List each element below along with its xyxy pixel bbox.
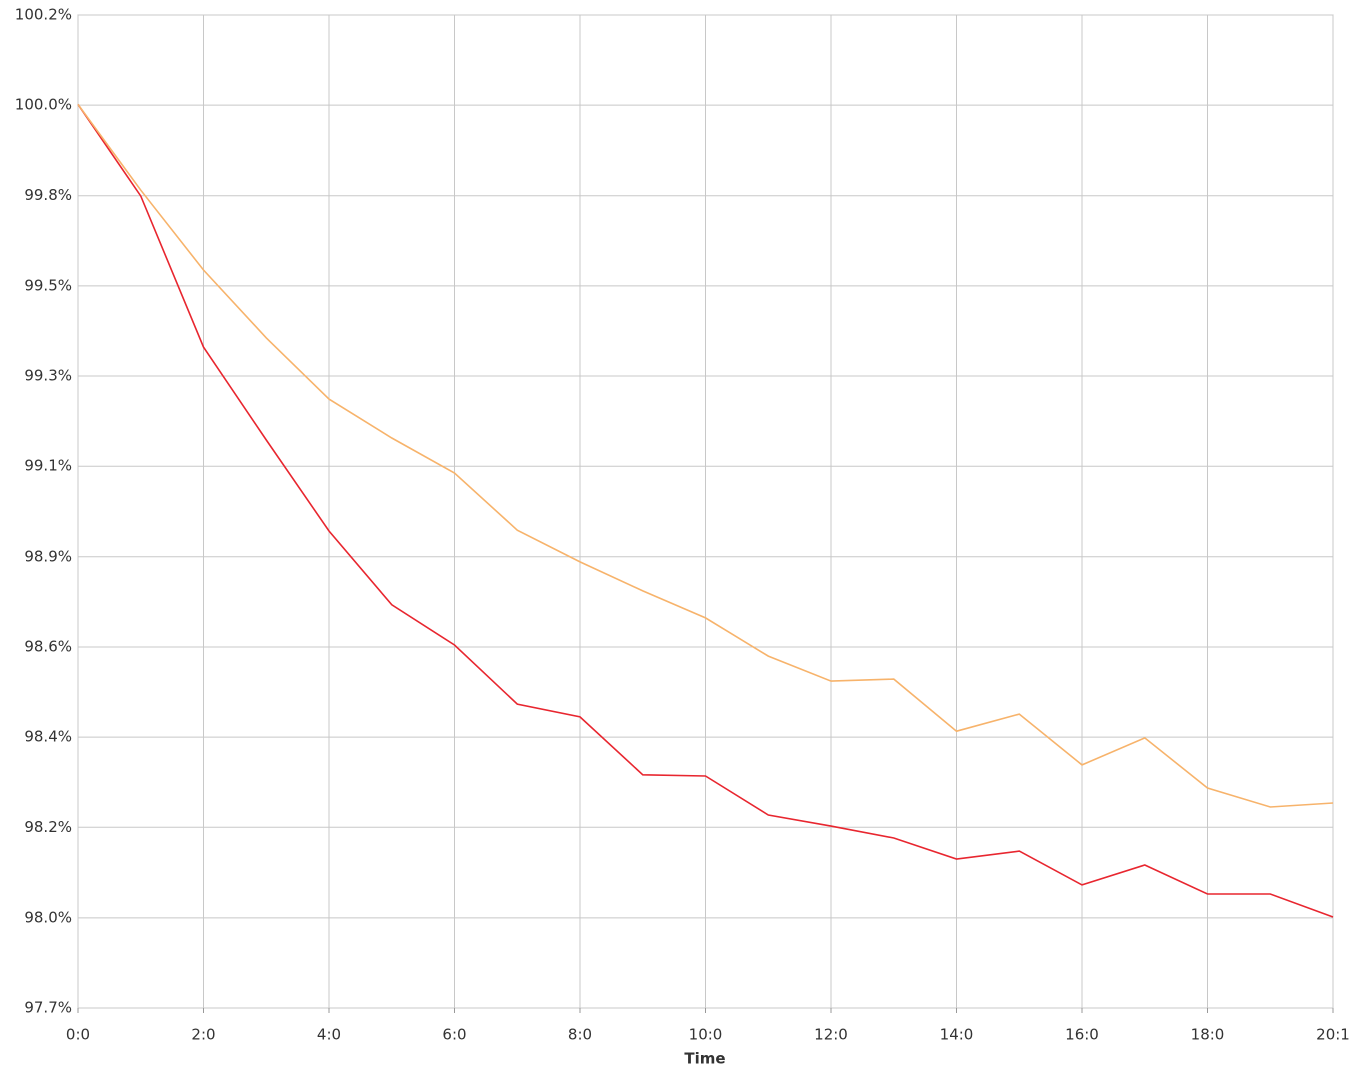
y-tick-label: 97.7%	[24, 999, 72, 1017]
y-tick-label: 99.1%	[24, 457, 72, 475]
x-tick-label: 2:0	[191, 1026, 215, 1044]
x-tick-label: 14:0	[940, 1026, 974, 1044]
x-tick-label: 10:0	[689, 1026, 723, 1044]
y-tick-label: 98.9%	[24, 547, 72, 565]
y-tick-label: 100.2%	[15, 6, 72, 24]
x-tick-label: 0:0	[66, 1026, 90, 1044]
x-tick-label: 18:0	[1191, 1026, 1225, 1044]
y-tick-label: 98.4%	[24, 728, 72, 746]
y-tick-label: 98.6%	[24, 637, 72, 655]
y-tick-label: 100.0%	[15, 96, 72, 114]
x-tick-label: 8:0	[568, 1026, 592, 1044]
y-tick-label: 99.3%	[24, 367, 72, 385]
x-tick-label: 16:0	[1065, 1026, 1099, 1044]
x-tick-label: 6:0	[442, 1026, 466, 1044]
y-tick-label: 98.2%	[24, 818, 72, 836]
x-tick-label: 20:1	[1316, 1026, 1350, 1044]
y-tick-label: 99.5%	[24, 276, 72, 294]
series-line	[77, 103, 1334, 918]
x-tick-label: 4:0	[317, 1026, 341, 1044]
x-axis-label: Time	[684, 1050, 725, 1068]
series-line	[77, 103, 1334, 808]
y-tick-label: 98.0%	[24, 908, 72, 926]
x-tick-label: 12:0	[814, 1026, 848, 1044]
y-tick-label: 99.8%	[24, 186, 72, 204]
